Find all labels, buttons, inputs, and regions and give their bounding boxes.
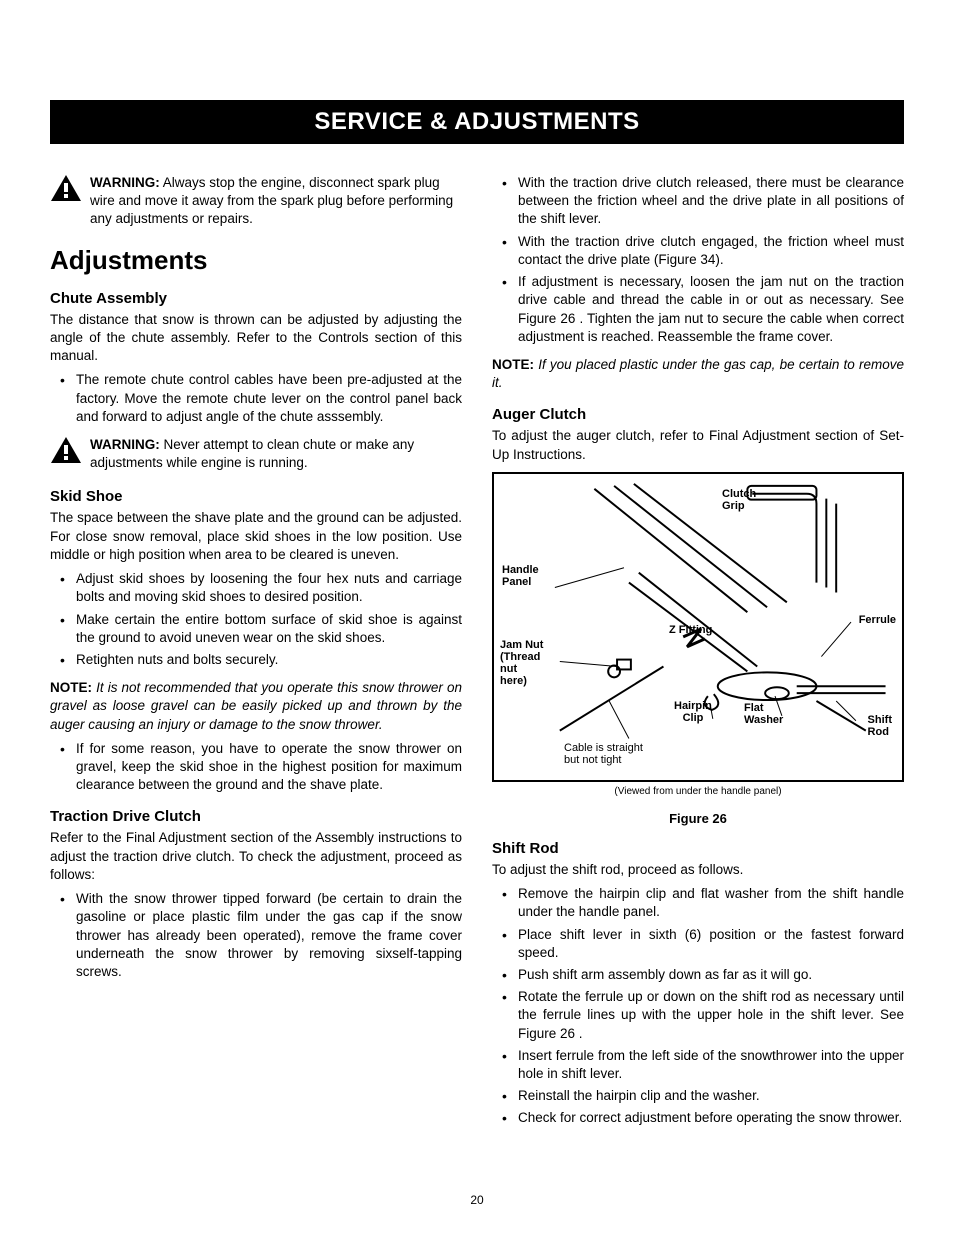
- skid-note: NOTE: It is not recommended that you ope…: [50, 679, 462, 734]
- warning-triangle-icon: [50, 174, 82, 202]
- label-flat-washer: Flat Washer: [744, 702, 783, 726]
- label-handle-panel: Handle Panel: [502, 564, 539, 588]
- shift-bullet-6: Reinstall the hairpin clip and the washe…: [492, 1087, 904, 1105]
- top-bullet-1: With the traction drive clutch released,…: [492, 174, 904, 229]
- top-bullet-2: With the traction drive clutch engaged, …: [492, 233, 904, 269]
- label-clutch-grip: Clutch Grip: [722, 488, 756, 512]
- shift-bullet-5: Insert ferrule from the left side of the…: [492, 1047, 904, 1083]
- skid-bullets: Adjust skid shoes by loosening the four …: [50, 570, 462, 669]
- right-top-bullets: With the traction drive clutch released,…: [492, 174, 904, 346]
- label-ferrule: Ferrule: [859, 614, 896, 626]
- traction-bullet-1: With the snow thrower tipped forward (be…: [50, 890, 462, 981]
- note-body: If you placed plastic under the gas cap,…: [492, 357, 904, 390]
- skid-bullet-4: If for some reason, you have to operate …: [50, 740, 462, 795]
- skid-bullet-2: Make certain the entire bottom surface o…: [50, 611, 462, 647]
- skid-bullet-3: Retighten nuts and bolts securely.: [50, 651, 462, 669]
- label-hairpin-clip: Hairpin Clip: [674, 700, 712, 724]
- two-column-layout: WARNING: Always stop the engine, disconn…: [50, 174, 904, 1138]
- shift-p1: To adjust the shift rod, proceed as foll…: [492, 861, 904, 879]
- left-column: WARNING: Always stop the engine, disconn…: [50, 174, 462, 1138]
- warning-text-2: WARNING: Never attempt to clean chute or…: [90, 436, 462, 472]
- label-jam-nut: Jam Nut (Thread nut here): [500, 639, 543, 687]
- label-z-fitting: Z Fitting: [669, 624, 712, 636]
- skid-bullet-1: Adjust skid shoes by loosening the four …: [50, 570, 462, 606]
- traction-bullets: With the snow thrower tipped forward (be…: [50, 890, 462, 981]
- chute-assembly-heading: Chute Assembly: [50, 290, 462, 307]
- traction-heading: Traction Drive Clutch: [50, 808, 462, 825]
- page-number: 20: [0, 1193, 954, 1207]
- top-bullet-3: If adjustment is necessary, loosen the j…: [492, 273, 904, 346]
- manual-page: SERVICE & ADJUSTMENTS WARNING: Always st…: [0, 0, 954, 1178]
- traction-p1: Refer to the Final Adjustment section of…: [50, 829, 462, 884]
- warning-text-1: WARNING: Always stop the engine, disconn…: [90, 174, 462, 229]
- shift-bullet-2: Place shift lever in sixth (6) position …: [492, 926, 904, 962]
- note-label: NOTE:: [492, 357, 534, 372]
- figure-caption-small: (Viewed from under the handle panel): [492, 786, 904, 797]
- adjustments-heading: Adjustments: [50, 245, 462, 276]
- shift-rod-heading: Shift Rod: [492, 840, 904, 857]
- skid-p1: The space between the shave plate and th…: [50, 509, 462, 564]
- shift-bullet-4: Rotate the ferrule up or down on the shi…: [492, 988, 904, 1043]
- section-banner: SERVICE & ADJUSTMENTS: [50, 100, 904, 144]
- shift-bullet-3: Push shift arm assembly down as far as i…: [492, 966, 904, 984]
- warning-block-1: WARNING: Always stop the engine, disconn…: [50, 174, 462, 229]
- auger-heading: Auger Clutch: [492, 406, 904, 423]
- note-body: It is not recommended that you operate t…: [50, 680, 462, 731]
- right-column: With the traction drive clutch released,…: [492, 174, 904, 1138]
- shift-bullets: Remove the hairpin clip and flat washer …: [492, 885, 904, 1128]
- skid-shoe-heading: Skid Shoe: [50, 488, 462, 505]
- shift-bullet-7: Check for correct adjustment before oper…: [492, 1109, 904, 1127]
- right-note: NOTE: If you placed plastic under the ga…: [492, 356, 904, 392]
- shift-bullet-1: Remove the hairpin clip and flat washer …: [492, 885, 904, 921]
- warning-label: WARNING:: [90, 175, 160, 190]
- note-label: NOTE:: [50, 680, 92, 695]
- chute-bullet-1: The remote chute control cables have bee…: [50, 371, 462, 426]
- figure-26-diagram: Clutch Grip Handle Panel Z Fitting Ferru…: [492, 472, 904, 782]
- warning-label: WARNING:: [90, 437, 160, 452]
- label-cable: Cable is straight but not tight: [564, 742, 643, 766]
- auger-p1: To adjust the auger clutch, refer to Fin…: [492, 427, 904, 463]
- warning-triangle-icon: [50, 436, 82, 464]
- chute-bullets: The remote chute control cables have bee…: [50, 371, 462, 426]
- figure-caption: Figure 26: [492, 811, 904, 826]
- warning-block-2: WARNING: Never attempt to clean chute or…: [50, 436, 462, 472]
- skid-bullets-2: If for some reason, you have to operate …: [50, 740, 462, 795]
- label-shift-rod: Shift Rod: [868, 714, 892, 738]
- chute-p1: The distance that snow is thrown can be …: [50, 311, 462, 366]
